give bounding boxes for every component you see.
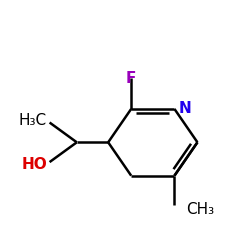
Text: F: F	[126, 70, 136, 86]
Text: HO: HO	[22, 157, 47, 172]
Text: N: N	[179, 102, 192, 116]
Text: CH₃: CH₃	[186, 202, 214, 217]
Text: H₃C: H₃C	[19, 113, 47, 128]
